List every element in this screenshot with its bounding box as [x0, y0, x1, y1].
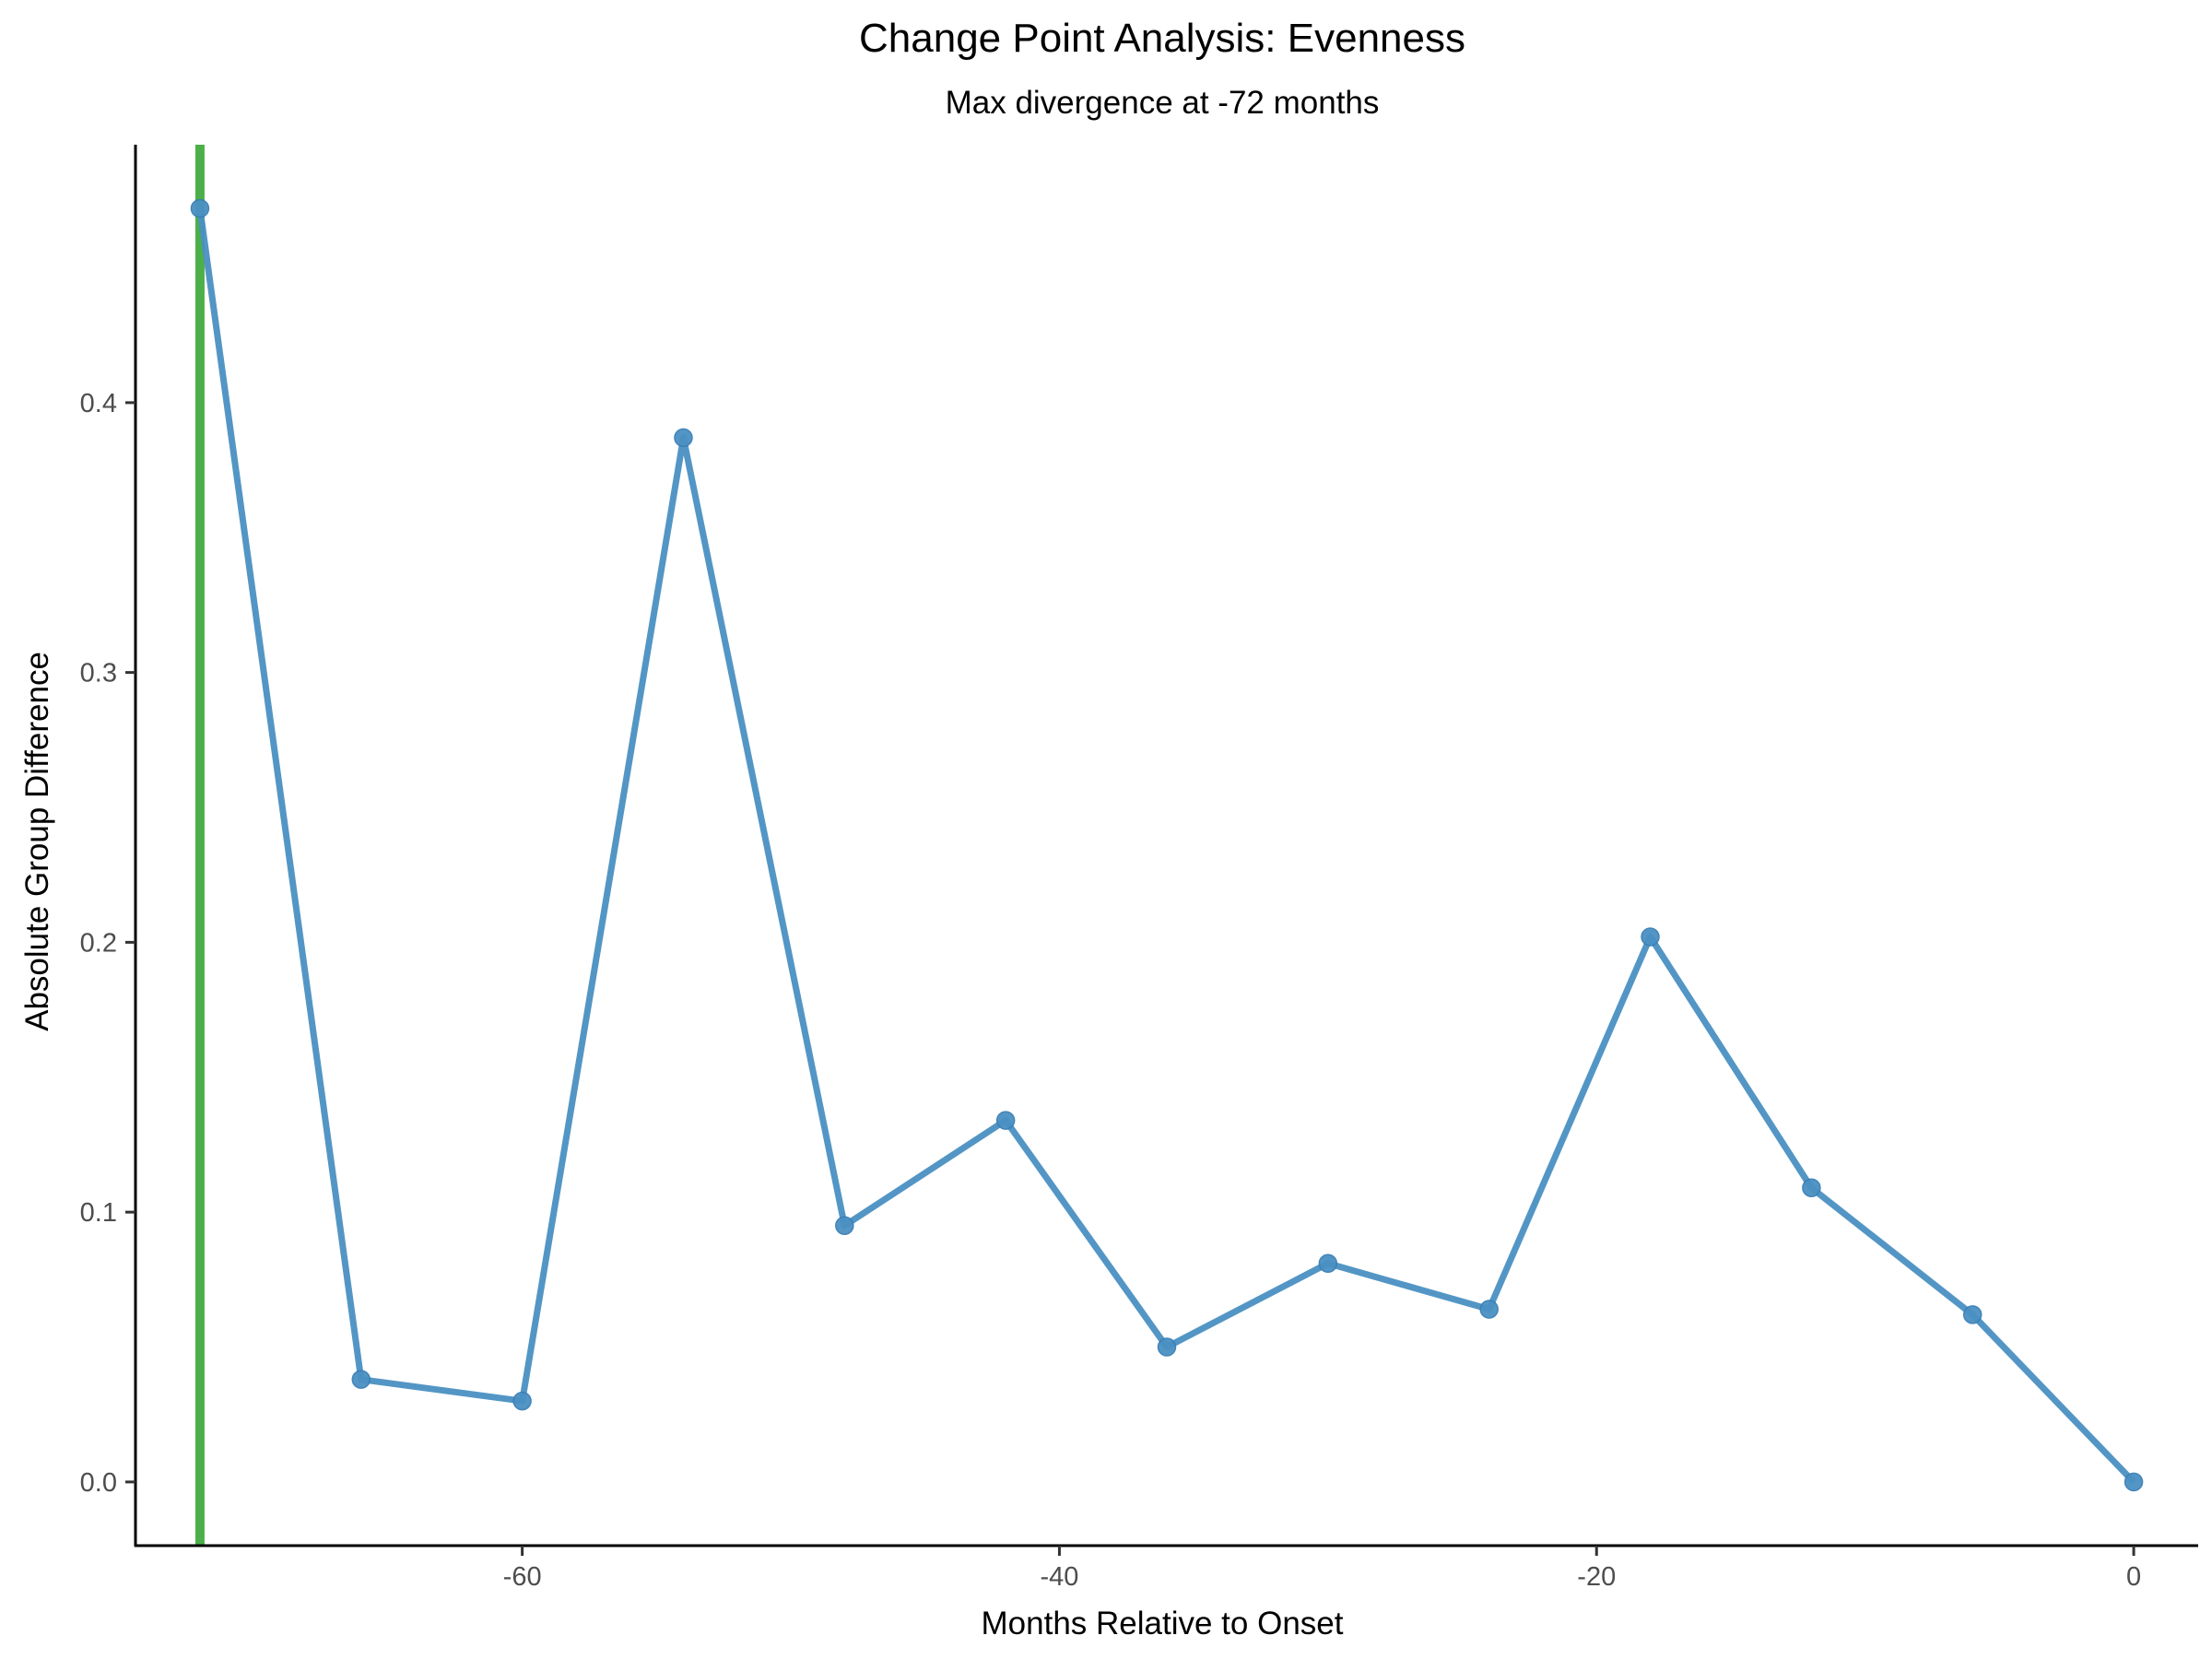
x-tick-label: -40 — [1040, 1562, 1078, 1592]
data-point — [835, 1216, 854, 1236]
series-line — [196, 207, 2136, 1485]
data-point — [1157, 1337, 1177, 1357]
data-point — [995, 1111, 1016, 1130]
data-point — [2124, 1472, 2144, 1492]
data-point — [1318, 1253, 1338, 1274]
y-tick-label: 0.4 — [80, 389, 117, 418]
chart-subtitle: Max divergence at -72 months — [946, 85, 1380, 121]
axes: -60 -40 -20 0 0.0 0.1 0.2 0.3 0.4 — [80, 145, 2198, 1592]
x-axis-label: Months Relative to Onset — [982, 1606, 1344, 1641]
x-tick-label: -60 — [503, 1562, 542, 1592]
data-point — [1641, 927, 1660, 947]
y-axis-label: Absolute Group Difference — [19, 652, 55, 1031]
data-point — [1479, 1300, 1499, 1319]
y-tick-label: 0.1 — [80, 1198, 117, 1228]
data-point — [674, 428, 693, 448]
y-tick-label: 0.3 — [80, 659, 117, 688]
data-point — [190, 198, 210, 218]
plot-area — [190, 145, 2144, 1546]
x-tick-label: 0 — [2126, 1562, 2141, 1592]
data-point — [351, 1370, 371, 1389]
data-point — [1802, 1178, 1821, 1198]
y-tick-label: 0.0 — [80, 1468, 117, 1498]
x-tick-label: -20 — [1577, 1562, 1616, 1592]
chart-title: Change Point Analysis: Evenness — [859, 16, 1465, 61]
y-tick-label: 0.2 — [80, 928, 117, 958]
data-point — [1962, 1305, 1983, 1324]
data-point — [512, 1391, 532, 1411]
